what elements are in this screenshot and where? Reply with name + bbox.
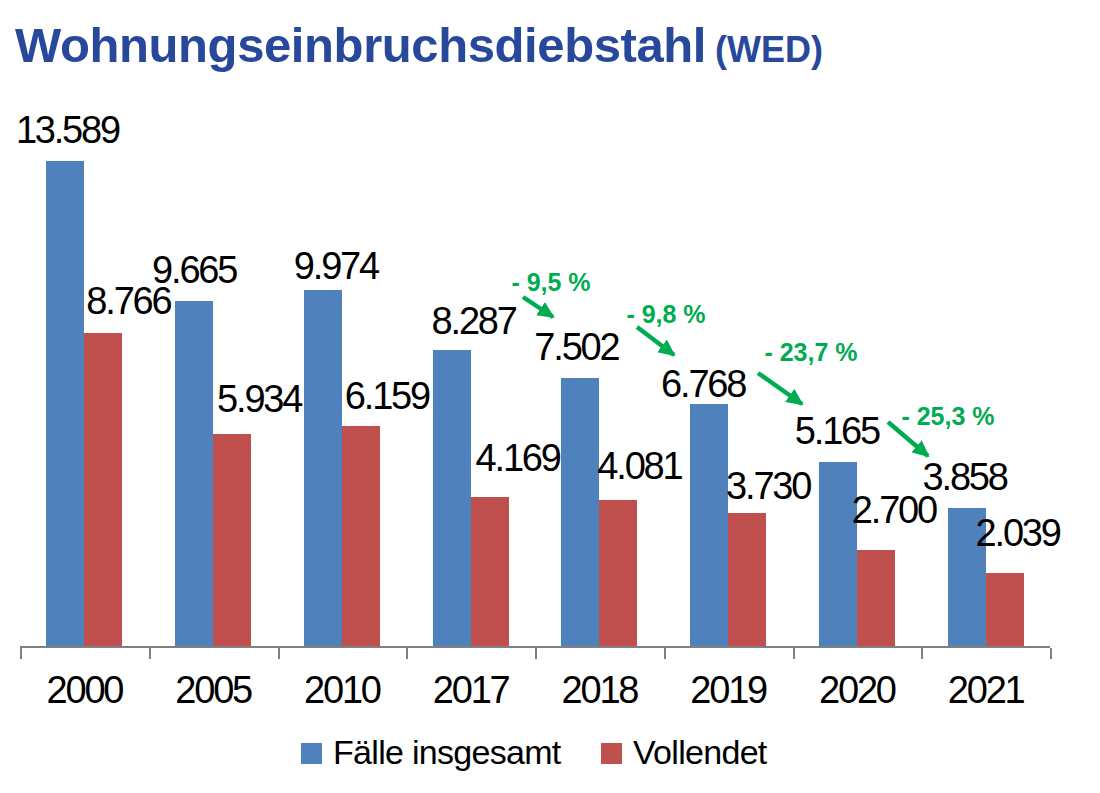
chart: Wohnungseinbruchsdiebstahl(WED) 13.589 8.… [0,0,1100,793]
legend-label-completed: Vollendet [633,735,767,769]
value-label-completed-2021: 2.039 [976,514,1060,552]
value-label-total-2010: 9.974 [294,247,378,285]
legend-label-total: Fälle insgesamt [333,735,561,769]
value-label-total-2019: 6.768 [661,365,745,403]
axis-tick [149,648,151,659]
category-label-2020: 2020 [819,671,895,709]
value-label-completed-2010: 6.159 [345,377,429,415]
axis-tick [664,648,666,659]
axis-tick [1050,648,1052,659]
bar-total-2018 [561,378,599,646]
pct-annotation-1: - 9,8 % [626,302,705,327]
value-label-total-2021: 3.858 [923,458,1007,496]
axis-tick [406,648,408,659]
value-label-completed-2017: 4.169 [476,439,560,477]
category-label-2021: 2021 [948,671,1024,709]
bar-total-2000 [46,161,84,646]
value-label-total-2018: 7.502 [534,328,618,366]
value-label-completed-2019: 3.730 [726,467,810,505]
x-axis-line [20,646,1050,648]
category-label-2005: 2005 [175,671,251,709]
value-label-completed-2005: 5.934 [217,380,301,418]
chart-title-main: Wohnungseinbruchsdiebstahl [15,18,706,72]
category-label-2010: 2010 [304,671,380,709]
bar-completed-2000 [84,333,122,646]
annotation-arrow-1 [637,327,674,355]
bar-total-2005 [175,301,213,646]
annotation-arrow-2 [758,373,802,404]
value-label-total-2000: 13.589 [16,111,119,149]
bar-completed-2017 [471,497,509,646]
bar-total-2019 [690,404,728,646]
bar-total-2017 [433,350,471,646]
chart-title-suffix: (WED) [715,29,823,70]
bar-total-2010 [304,290,342,646]
category-label-2017: 2017 [433,671,509,709]
bar-completed-2021 [986,573,1024,646]
pct-annotation-0: - 9,5 % [511,270,590,295]
category-label-2019: 2019 [690,671,766,709]
bar-completed-2020 [857,550,895,646]
value-label-completed-2018: 4.081 [597,447,681,485]
legend-swatch-completed [601,743,622,764]
axis-tick [535,648,537,659]
axis-tick [921,648,923,659]
axis-tick [793,648,795,659]
value-label-total-2020: 5.165 [795,412,879,450]
value-label-total-2017: 8.287 [432,302,516,340]
annotation-arrows [0,0,1100,793]
legend-swatch-total [301,743,322,764]
axis-tick [20,648,22,659]
bar-completed-2010 [342,426,380,646]
bar-completed-2005 [213,434,251,646]
bar-completed-2019 [728,513,766,646]
bar-completed-2018 [599,500,637,646]
pct-annotation-3: - 25,3 % [901,404,994,429]
category-label-2000: 2000 [47,671,123,709]
value-label-total-2005: 9.665 [152,251,236,289]
annotation-arrow-0 [523,297,553,317]
pct-annotation-2: - 23,7 % [764,340,857,365]
category-label-2018: 2018 [562,671,638,709]
chart-title: Wohnungseinbruchsdiebstahl(WED) [15,17,823,73]
axis-tick [278,648,280,659]
